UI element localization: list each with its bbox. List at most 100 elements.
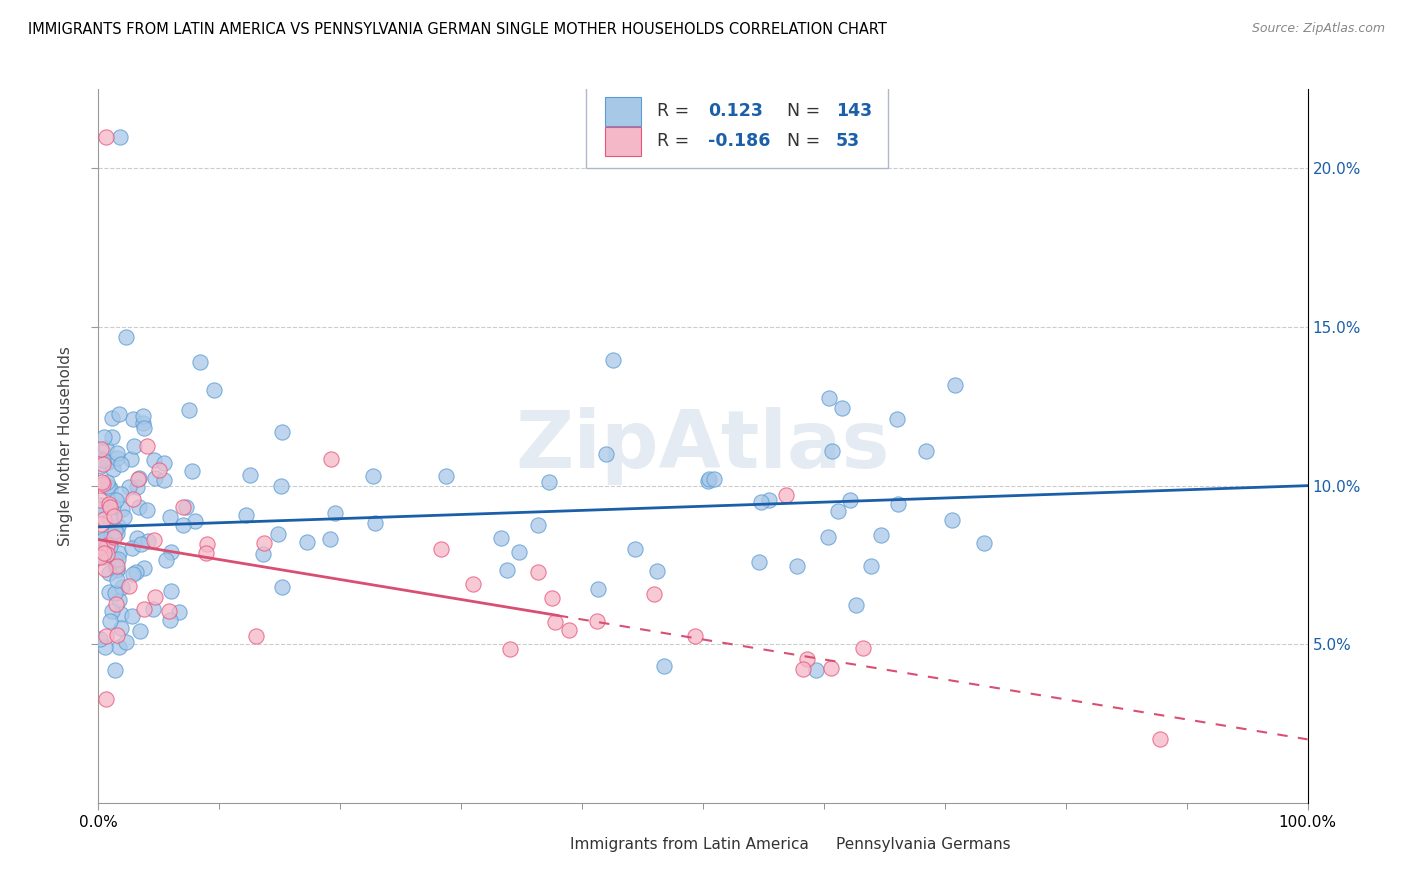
- Point: [115, 329, 138, 343]
- Point: [645, 564, 668, 578]
- Point: [125, 566, 148, 580]
- Point: [544, 615, 567, 630]
- Point: [155, 552, 177, 566]
- Point: [624, 542, 647, 557]
- Point: [129, 624, 152, 638]
- Point: [177, 403, 200, 417]
- Point: [94, 129, 117, 144]
- Text: R =: R =: [657, 103, 695, 120]
- Point: [100, 526, 122, 541]
- Point: [153, 456, 176, 470]
- Point: [169, 605, 191, 619]
- Point: [108, 640, 131, 654]
- Point: [110, 486, 132, 500]
- Point: [121, 541, 143, 556]
- Point: [820, 661, 842, 675]
- Point: [94, 691, 117, 706]
- Point: [527, 518, 550, 533]
- Point: [127, 531, 149, 545]
- Point: [134, 561, 156, 575]
- Point: [831, 401, 853, 416]
- Point: [489, 531, 512, 545]
- Point: [758, 493, 780, 508]
- Point: [98, 539, 121, 553]
- Point: [91, 550, 114, 565]
- Point: [153, 473, 176, 487]
- Point: [160, 545, 183, 559]
- Point: [91, 457, 114, 471]
- Point: [97, 479, 120, 493]
- Point: [586, 614, 609, 628]
- Point: [364, 516, 387, 531]
- Point: [89, 550, 111, 565]
- Point: [111, 502, 134, 516]
- Point: [852, 640, 875, 655]
- Point: [136, 534, 159, 549]
- Point: [96, 630, 118, 644]
- Point: [90, 534, 112, 549]
- Point: [749, 495, 772, 509]
- Point: [748, 556, 770, 570]
- Point: [271, 581, 294, 595]
- Point: [172, 500, 194, 514]
- Point: [89, 501, 111, 516]
- Point: [135, 503, 157, 517]
- Point: [93, 546, 115, 560]
- Text: 53: 53: [837, 132, 860, 150]
- Point: [159, 613, 181, 627]
- Point: [94, 533, 117, 548]
- Point: [817, 391, 839, 405]
- FancyBboxPatch shape: [605, 127, 641, 155]
- Point: [98, 513, 121, 527]
- Point: [105, 446, 128, 460]
- Point: [94, 561, 117, 575]
- Point: [96, 537, 118, 551]
- Point: [89, 540, 111, 554]
- Point: [271, 425, 294, 440]
- Point: [319, 533, 342, 547]
- Point: [98, 615, 121, 629]
- Point: [429, 541, 451, 556]
- Point: [108, 129, 131, 144]
- Point: [132, 409, 155, 423]
- Point: [796, 652, 818, 666]
- Point: [91, 475, 114, 489]
- Point: [101, 429, 124, 443]
- Text: Immigrants from Latin America: Immigrants from Latin America: [569, 838, 808, 853]
- Point: [142, 533, 165, 548]
- Point: [143, 590, 166, 604]
- Point: [143, 453, 166, 467]
- Point: [104, 524, 127, 538]
- Point: [652, 659, 675, 673]
- Point: [508, 545, 530, 559]
- Point: [129, 537, 152, 551]
- Point: [97, 455, 120, 469]
- Point: [136, 439, 159, 453]
- Point: [845, 599, 868, 613]
- Text: IMMIGRANTS FROM LATIN AMERICA VS PENNSYLVANIA GERMAN SINGLE MOTHER HOUSEHOLDS CO: IMMIGRANTS FROM LATIN AMERICA VS PENNSYL…: [28, 22, 887, 37]
- Point: [89, 632, 111, 646]
- Point: [104, 598, 127, 612]
- Point: [124, 439, 146, 453]
- Point: [295, 535, 318, 549]
- Point: [108, 545, 131, 559]
- FancyBboxPatch shape: [586, 84, 889, 168]
- Point: [105, 562, 128, 576]
- Point: [194, 545, 217, 559]
- Point: [804, 663, 827, 677]
- Point: [463, 577, 485, 591]
- Point: [103, 509, 125, 524]
- Point: [98, 481, 121, 495]
- Point: [323, 506, 346, 520]
- Point: [105, 627, 128, 641]
- Point: [104, 560, 127, 574]
- Point: [111, 580, 134, 594]
- Point: [253, 536, 276, 550]
- Point: [89, 450, 111, 465]
- Point: [89, 542, 111, 557]
- Point: [827, 504, 849, 518]
- Point: [145, 471, 167, 485]
- Point: [181, 464, 204, 478]
- Point: [188, 355, 211, 369]
- Point: [94, 640, 117, 654]
